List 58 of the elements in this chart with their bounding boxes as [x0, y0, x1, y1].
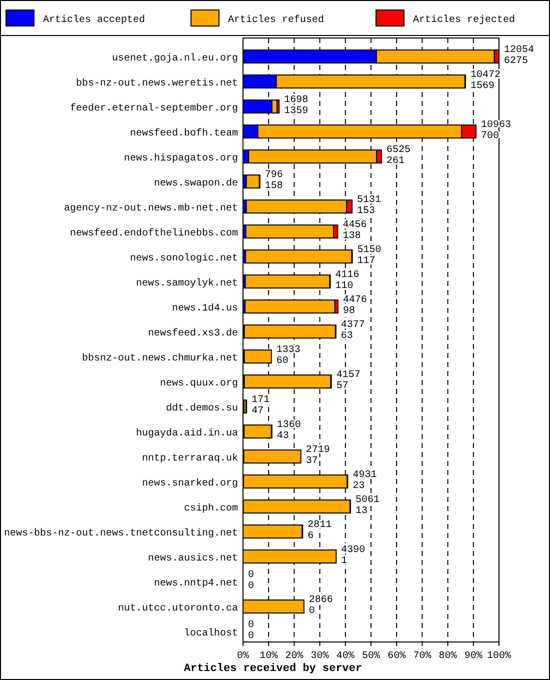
legend-label: Articles accepted	[43, 14, 146, 26]
x-tick-label: 10%	[260, 651, 278, 662]
annotation: 4390 1	[341, 545, 366, 567]
x-tick-label: 70%	[413, 651, 432, 662]
y-tick-label: news.hispagatos.org	[124, 152, 238, 164]
annotation: 1698 1359	[284, 95, 308, 117]
annotation: 4377 63	[340, 320, 365, 342]
y-tick-label: newsfeed.bofh.team	[130, 128, 238, 140]
y-tick-label: hugayda.aid.in.ua	[136, 428, 238, 440]
y-tick-label: news.ausics.net	[148, 552, 238, 564]
y-tick-label: news.swapon.de	[154, 178, 238, 190]
annotation: 2811 6	[308, 520, 332, 542]
y-tick-label: bbsnz-out.news.chmurka.net	[82, 352, 238, 364]
annotation: 4456 138	[342, 220, 367, 242]
y-tick-label: bbs-nz-out.news.weretis.net	[76, 78, 238, 90]
x-tick-label: 20%	[285, 651, 304, 662]
y-tick-label: news.snarked.org	[142, 478, 238, 490]
y-tick-label: feeder.eternal-september.org	[70, 102, 238, 114]
y-tick-label: csiph.com	[184, 502, 238, 514]
annotation: 4476 98	[342, 295, 367, 317]
annotation: 4931 23	[352, 470, 377, 492]
annotation: 5061 13	[356, 495, 380, 517]
y-tick-label: news-bbs-nz-out.news.tnetconsulting.net	[4, 528, 238, 540]
y-tick-label: newsfeed.xs3.de	[148, 328, 238, 340]
x-tick-label: 60%	[388, 651, 406, 662]
x-tick-label: 0%	[236, 651, 250, 662]
annotation: 0 0	[248, 620, 254, 642]
x-tick-label: 90%	[464, 651, 482, 662]
y-tick-label: nntp.terraraq.uk	[142, 452, 238, 464]
legend-label: Articles refused	[228, 14, 324, 26]
x-axis-title: Articles received by server	[184, 663, 362, 675]
y-tick-label: news.sonologic.net	[130, 252, 238, 264]
annotation: 5150 117	[357, 245, 382, 267]
annotation: 4116 110	[335, 270, 360, 292]
y-tick-label: nut.utcc.utoronto.ca	[118, 604, 238, 614]
y-tick-label: news.quux.org	[160, 378, 238, 390]
y-tick-label: agency-nz-out.news.mb-net.net	[64, 202, 238, 214]
annotation: 1333 60	[276, 345, 300, 367]
x-tick-label: 30%	[310, 651, 329, 662]
y-tick-label: usenet.goja.nl.eu.org	[112, 52, 238, 64]
y-tick-label: news.samoylyk.net	[136, 278, 238, 290]
annotation: 12054 6275	[504, 45, 534, 67]
y-tick-label: ddt.demos.su	[166, 402, 238, 414]
annotation: 4157 57	[336, 370, 360, 392]
y-tick-label: newsfeed.endofthelinebbs.com	[70, 228, 238, 240]
legend-label: Articles rejected	[413, 14, 516, 26]
annotation: 1360 43	[276, 420, 301, 442]
y-tick-label: news.1d4.us	[172, 302, 238, 314]
annotation: 2866 0	[308, 595, 333, 617]
x-tick-label: 50%	[362, 651, 380, 662]
annotation: 2719 37	[306, 445, 330, 467]
x-tick-label: 40%	[336, 651, 354, 662]
y-tick-label: news.nntp4.net	[154, 578, 238, 590]
annotation: 6525 261	[386, 145, 411, 167]
x-tick-label: 100%	[486, 651, 512, 662]
y-tick-label: localhost	[184, 628, 238, 640]
annotation: 0 0	[248, 570, 254, 592]
x-tick-label: 80%	[438, 651, 457, 662]
